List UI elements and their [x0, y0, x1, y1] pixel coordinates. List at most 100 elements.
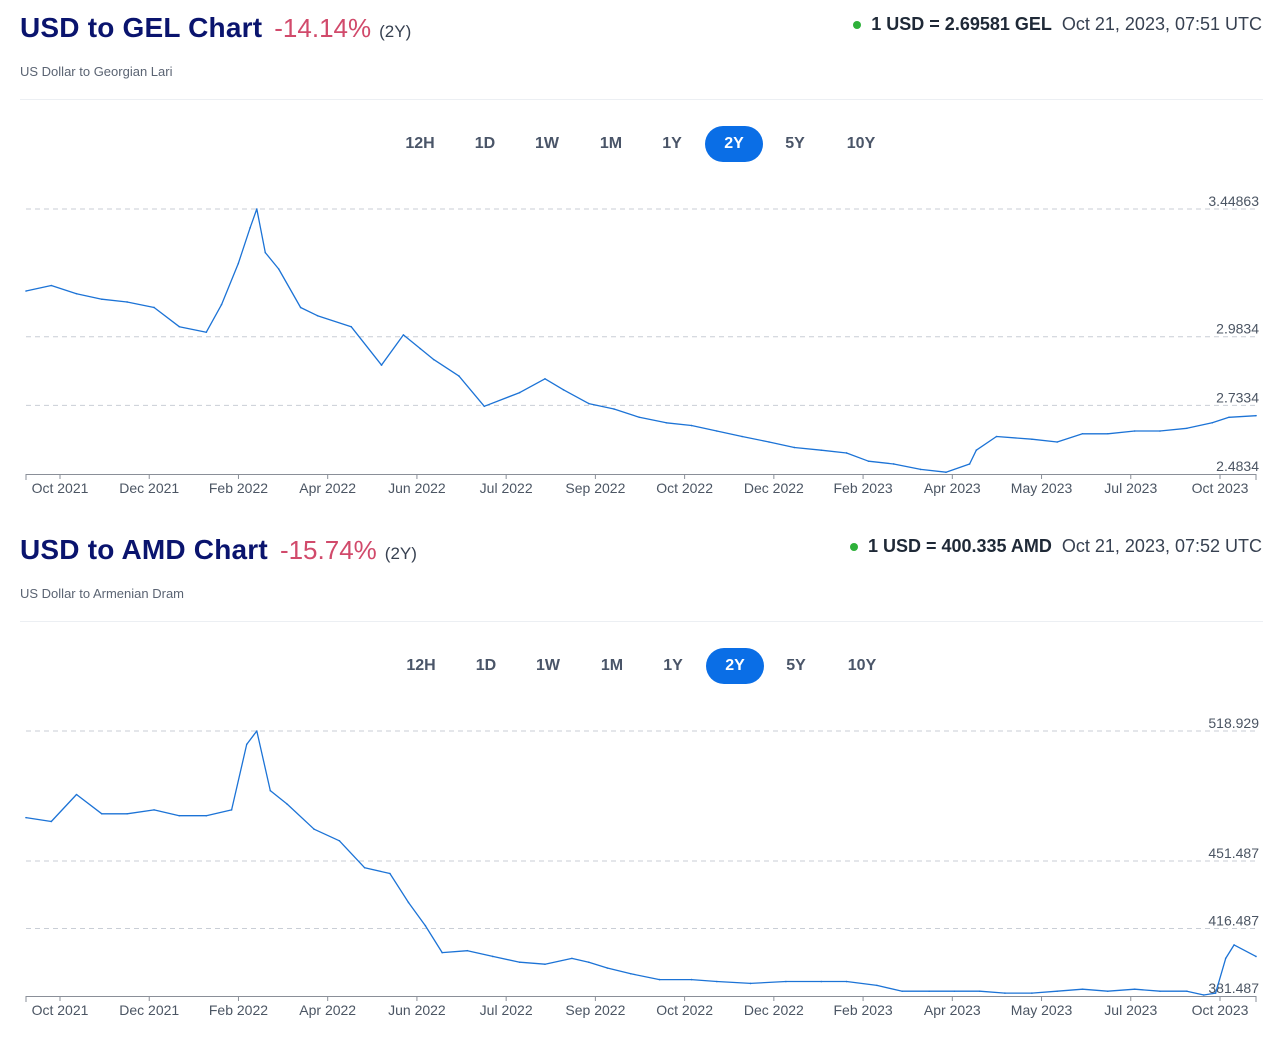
data-point — [363, 866, 366, 869]
data-point — [518, 391, 521, 394]
x-tick-label: May 2023 — [1011, 1002, 1073, 1018]
x-tick-label: Oct 2023 — [1192, 1002, 1249, 1018]
data-point — [237, 262, 240, 265]
data-point — [101, 812, 103, 815]
data-point — [876, 984, 878, 987]
data-point — [424, 924, 427, 927]
change-percent: -15.74% — [279, 535, 377, 565]
chart-title: USD to GEL Chart — [20, 12, 263, 43]
data-point — [1159, 990, 1161, 992]
data-point — [1133, 988, 1136, 991]
x-tick-label: Oct 2022 — [656, 480, 713, 496]
data-point — [286, 803, 288, 805]
data-point — [458, 375, 460, 377]
data-point — [25, 816, 27, 819]
usd-amd-panel: USD to AMD Chart -15.74% (2Y) US Dollar … — [0, 522, 1283, 1037]
data-point — [1202, 994, 1205, 996]
tab-1d[interactable]: 1D — [475, 657, 497, 674]
series-line — [25, 208, 1257, 473]
x-tick-label: Jul 2023 — [1104, 480, 1157, 496]
data-point — [153, 809, 155, 811]
y-tick-label: 2.4834 — [1216, 458, 1259, 474]
tab-5y[interactable]: 5Y — [785, 135, 805, 152]
data-point — [1224, 957, 1227, 960]
x-tick-label: Oct 2022 — [656, 1002, 713, 1018]
data-point — [75, 292, 78, 295]
tab-1m[interactable]: 1M — [599, 135, 623, 152]
x-tick-label: Apr 2023 — [924, 480, 981, 496]
data-point — [690, 978, 693, 981]
tab-1d[interactable]: 1D — [474, 135, 496, 152]
tab-12h[interactable]: 12H — [405, 135, 435, 152]
x-tick-label: Jun 2022 — [388, 1002, 446, 1018]
usd-gel-panel: USD to GEL Chart -14.14% (2Y) US Dollar … — [0, 12, 1283, 510]
data-point — [945, 471, 947, 473]
tab-5y[interactable]: 5Y — [786, 657, 806, 674]
tab-2y[interactable]: 2Y — [706, 648, 764, 684]
data-point — [402, 334, 405, 336]
usd-amd-line-chart[interactable]: 518.929 451.487 416.487 381.487 Oct 2021 Dec … — [0, 702, 1283, 1032]
tab-1y[interactable]: 1Y — [663, 657, 683, 674]
y-tick-label: 451.487 — [1208, 845, 1259, 861]
data-point — [1228, 416, 1230, 419]
data-point — [716, 980, 718, 983]
data-point — [1255, 414, 1257, 417]
x-tick-label: Dec 2022 — [744, 1002, 804, 1018]
data-point — [126, 812, 128, 815]
data-point — [749, 982, 752, 985]
data-point — [350, 325, 352, 328]
data-point — [1186, 990, 1188, 992]
x-tick-label: Feb 2022 — [209, 1002, 268, 1018]
data-point — [1211, 421, 1213, 424]
data-point — [630, 973, 632, 975]
data-point — [299, 306, 302, 309]
y-tick-label: 3.44863 — [1208, 193, 1259, 209]
data-point — [338, 839, 341, 842]
x-tick-label: Sep 2022 — [565, 480, 625, 496]
live-status-icon — [849, 542, 858, 551]
data-point — [1004, 992, 1006, 994]
rate-value: 1 USD = 2.69581 GEL — [871, 14, 1052, 34]
data-point — [1031, 438, 1033, 441]
data-point — [995, 435, 998, 438]
tab-12h[interactable]: 12H — [406, 657, 436, 674]
data-point — [845, 452, 848, 454]
change-period: (2Y) — [379, 22, 412, 41]
data-point — [690, 424, 693, 427]
y-tick-label: 2.7334 — [1216, 389, 1259, 405]
data-point — [491, 955, 494, 958]
live-status-icon — [853, 20, 862, 29]
data-point — [75, 793, 78, 796]
chart-subtitle: US Dollar to Armenian Dram — [20, 586, 184, 601]
x-tick-label: May 2023 — [1011, 480, 1073, 496]
data-point — [658, 978, 661, 981]
data-point — [407, 901, 410, 904]
data-point — [101, 298, 103, 301]
data-point — [1233, 944, 1235, 946]
data-point — [432, 358, 435, 361]
data-point — [928, 990, 930, 992]
x-tick-label: Jul 2022 — [480, 480, 533, 496]
x-tick-label: Jul 2022 — [480, 1002, 533, 1018]
usd-gel-line-chart[interactable]: 3.44863 2.9834 2.7334 2.4834 Oct 2021 Dec 202… — [0, 180, 1283, 510]
title-row: USD to GEL Chart -14.14% (2Y) — [20, 12, 411, 48]
data-point — [606, 967, 609, 969]
tab-10y[interactable]: 10Y — [846, 135, 876, 152]
data-point — [205, 331, 208, 333]
tab-10y[interactable]: 10Y — [847, 657, 877, 674]
change-period: (2Y) — [384, 544, 417, 563]
tab-1m[interactable]: 1M — [600, 657, 624, 674]
x-tick-label: Feb 2022 — [209, 480, 268, 496]
data-point — [269, 789, 272, 792]
tab-1y[interactable]: 1Y — [662, 135, 682, 152]
tab-1w[interactable]: 1W — [535, 135, 559, 152]
tab-1w[interactable]: 1W — [536, 657, 560, 674]
data-point — [587, 961, 590, 964]
data-point — [638, 416, 641, 419]
series-line — [25, 730, 1257, 996]
chart-title: USD to AMD Chart — [20, 534, 268, 565]
data-point — [968, 463, 971, 465]
tab-2y[interactable]: 2Y — [705, 126, 763, 162]
data-point — [466, 949, 469, 952]
x-tick-label: Oct 2021 — [32, 1002, 89, 1018]
